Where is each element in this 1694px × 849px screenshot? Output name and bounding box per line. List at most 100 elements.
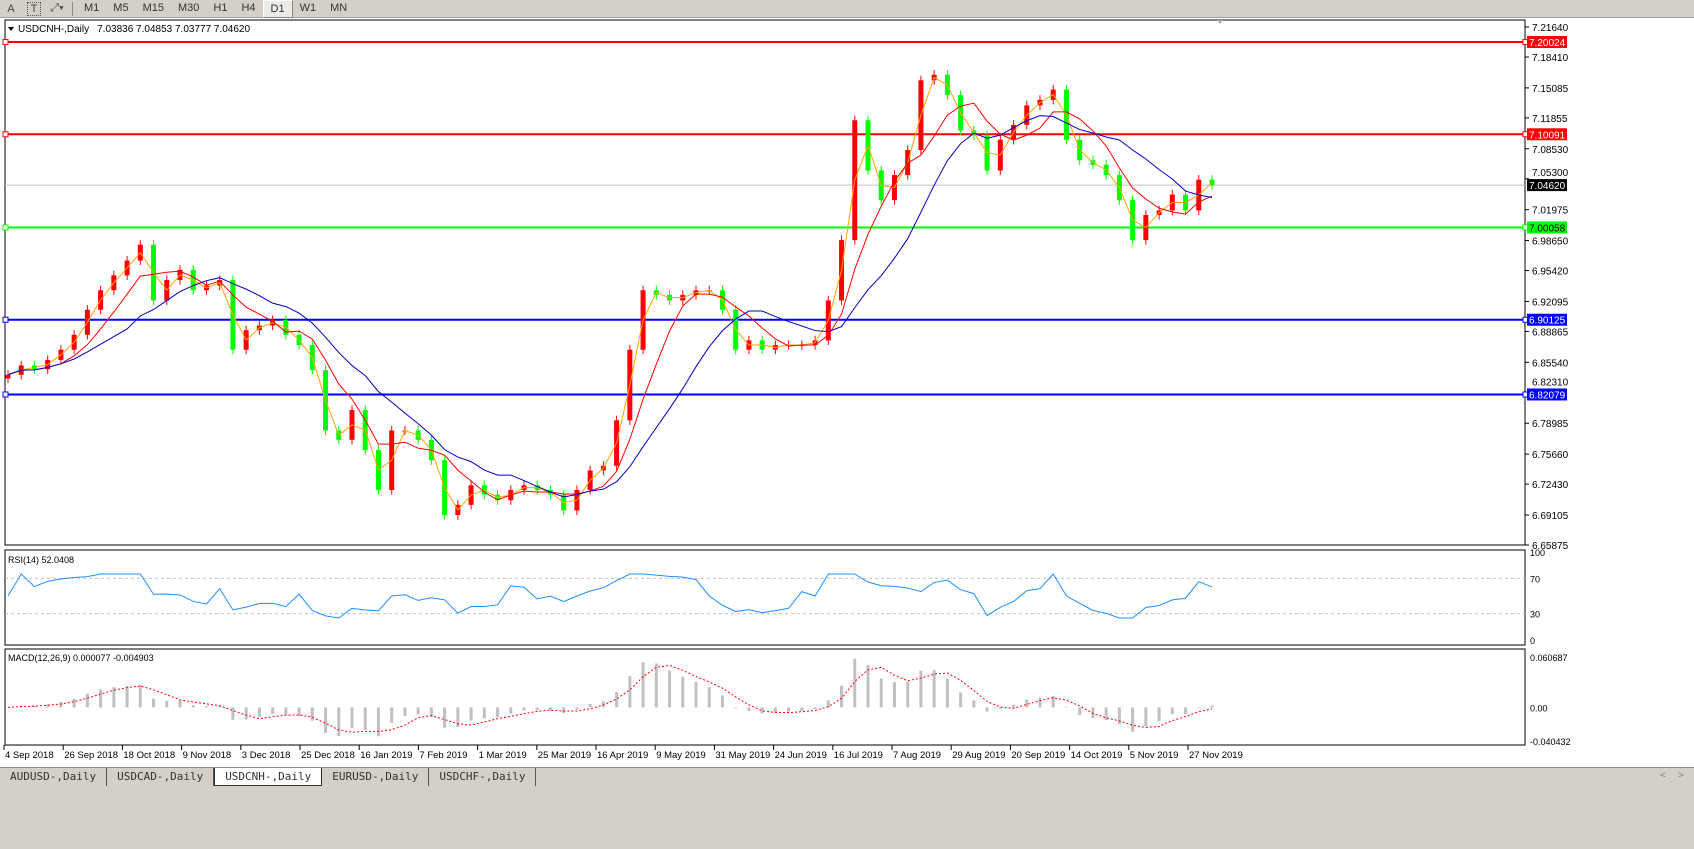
price-axis-label: 7.01975 (1532, 206, 1569, 217)
current-price-label: 7.04620 (1529, 181, 1566, 192)
date-axis-label: 7 Feb 2019 (419, 750, 467, 761)
timeframe-h4[interactable]: H4 (241, 1, 256, 14)
price-axis-label: 6.72430 (1532, 480, 1569, 491)
date-axis-label: 31 May 2019 (715, 750, 770, 761)
level-price-badge (1527, 36, 1567, 49)
chart-shift-marker (1217, 20, 1223, 24)
level-price-label: 7.20024 (1529, 38, 1566, 49)
price-axis-label: 6.88865 (1532, 327, 1569, 338)
timeframe-mn[interactable]: MN (330, 1, 348, 14)
level-price-label: 6.90125 (1529, 316, 1566, 327)
tab-next-button[interactable]: > (1677, 770, 1684, 781)
level-price-badge (1527, 128, 1567, 141)
timeframe-m5[interactable]: M5 (113, 1, 129, 14)
toolbar-separator (72, 1, 73, 16)
price-axis-label: 6.92095 (1532, 297, 1569, 308)
date-axis-label: 5 Nov 2019 (1130, 750, 1179, 761)
level-handle (2, 131, 9, 138)
date-axis-label: 16 Jan 2019 (360, 750, 412, 761)
price-axis-label: 7.21640 (1532, 23, 1569, 34)
level-price-badge (1527, 221, 1567, 234)
tab-audusd[interactable]: AUDUSD-,Daily (0, 768, 108, 786)
price-axis-label: 6.75660 (1532, 450, 1569, 461)
date-axis-label: 26 Sep 2018 (64, 750, 118, 761)
text-label-icon[interactable]: T (27, 1, 41, 16)
timeframe-h1[interactable]: H1 (213, 1, 228, 14)
date-axis-label: 14 Oct 2019 (1071, 750, 1123, 761)
rsi-label: RSI(14) 52.0408 (8, 555, 74, 565)
price-axis-label: 7.11855 (1532, 114, 1568, 125)
date-axis-label: 25 Dec 2018 (301, 750, 355, 761)
price-axis-label: 6.65875 (1532, 541, 1569, 552)
date-axis-label: 24 Jun 2019 (775, 750, 827, 761)
tab-usdcad[interactable]: USDCAD-,Daily (107, 768, 215, 786)
date-axis-label: 1 Mar 2019 (479, 750, 527, 761)
tab-usdchf[interactable]: USDCHF-,Daily (429, 768, 537, 786)
timeframe-m30[interactable]: M30 (177, 1, 200, 14)
timeframe-m15[interactable]: M15 (142, 1, 164, 14)
level-price-label: 6.82079 (1529, 390, 1566, 401)
date-axis-label: 25 Mar 2019 (538, 750, 591, 761)
date-axis-label: 9 May 2019 (656, 750, 706, 761)
macd-signal-line (7, 664, 1213, 733)
level-price-label: 7.10091 (1529, 130, 1566, 141)
timeframe-d1[interactable]: D1 (262, 0, 293, 18)
date-axis-label: 18 Oct 2018 (123, 750, 175, 761)
macd-label: MACD(12,26,9) 0.000077 -0.004903 (8, 653, 154, 663)
date-axis-label: 29 Aug 2019 (952, 750, 1005, 761)
collapse-triangle-icon (8, 27, 14, 31)
level-price-label: 7.00058 (1529, 223, 1566, 234)
toolbar: A T ⤢▾ M1 M5 M15 M30 H1 H4 D1 W1 MN (0, 0, 1694, 18)
level-price-badge (1527, 313, 1567, 326)
main-panel-frame (4, 19, 1526, 546)
rsi-axis-label: 70 (1530, 574, 1540, 584)
date-axis-label: 7 Aug 2019 (893, 750, 941, 761)
date-axis-label: 27 Nov 2019 (1189, 750, 1243, 761)
chart-window[interactable]: 7.21640 7.18410 7.15085 7.11855 7.08530 7.053… (0, 18, 1694, 767)
price-axis-label: 7.08530 (1532, 145, 1569, 156)
rsi-axis-label: 30 (1530, 610, 1540, 620)
macd-panel-frame (4, 648, 1526, 746)
bull-candle (5, 374, 11, 379)
date-axis-label: 16 Apr 2019 (597, 750, 648, 761)
rsi-axis-label: 100 (1530, 548, 1545, 558)
ma-fast-line (7, 76, 1213, 511)
tab-eurusd[interactable]: EURUSD-,Daily (322, 768, 430, 786)
level-handle (2, 39, 9, 46)
macd-axis-label: -0.040432 (1530, 737, 1571, 747)
tab-usdcnh[interactable]: USDCNH-,Daily (214, 768, 323, 786)
price-axis-label: 6.98650 (1532, 237, 1569, 248)
arrows-icon[interactable]: ⤢▾ (50, 2, 64, 14)
timeframe-w1[interactable]: W1 (299, 1, 317, 14)
date-axis-label: 3 Dec 2018 (242, 750, 291, 761)
date-axis-label: 9 Nov 2018 (183, 750, 232, 761)
macd-axis-label: 0.060687 (1530, 653, 1568, 663)
timeframe-m1[interactable]: M1 (84, 1, 100, 14)
price-axis-label: 6.95420 (1532, 267, 1569, 278)
price-axis-label: 7.05300 (1532, 168, 1569, 179)
date-axis-label: 16 Jul 2019 (834, 750, 883, 761)
date-axis-label: 4 Sep 2018 (5, 750, 54, 761)
symbol-title: USDCNH-,Daily (18, 24, 89, 35)
tab-prev-button[interactable]: < (1659, 770, 1666, 781)
date-axis-label: 20 Sep 2019 (1011, 750, 1065, 761)
price-axis-label: 7.15085 (1532, 84, 1569, 95)
price-axis-label: 6.85540 (1532, 358, 1569, 369)
price-axis-label: 7.18410 (1532, 53, 1569, 64)
text-a-icon[interactable]: A (7, 2, 15, 15)
level-price-badge (1527, 388, 1567, 401)
ma-mid-line (7, 102, 1213, 501)
chart-tabs: AUDUSD-,Daily USDCAD-,Daily USDCNH-,Daily E… (0, 767, 1694, 786)
ma-slow-line (7, 115, 1213, 498)
chart-canvas[interactable]: 7.21640 7.18410 7.15085 7.11855 7.08530 7.053… (0, 0, 1694, 785)
rsi-line (7, 573, 1213, 619)
current-price-badge (1527, 179, 1567, 192)
timeframe-group: M1 M5 M15 M30 H1 H4 D1 W1 MN (77, 0, 354, 18)
level-handle (2, 391, 9, 398)
tab-nav[interactable]: < > (1660, 770, 1684, 781)
level-handle (2, 316, 9, 323)
ohlc-readout: 7.03836 7.04853 7.03777 7.04620 (97, 24, 250, 35)
price-axis-label: 6.82310 (1532, 377, 1569, 388)
rsi-axis-label: 0 (1530, 636, 1535, 646)
macd-axis-label: 0.00 (1530, 703, 1548, 713)
